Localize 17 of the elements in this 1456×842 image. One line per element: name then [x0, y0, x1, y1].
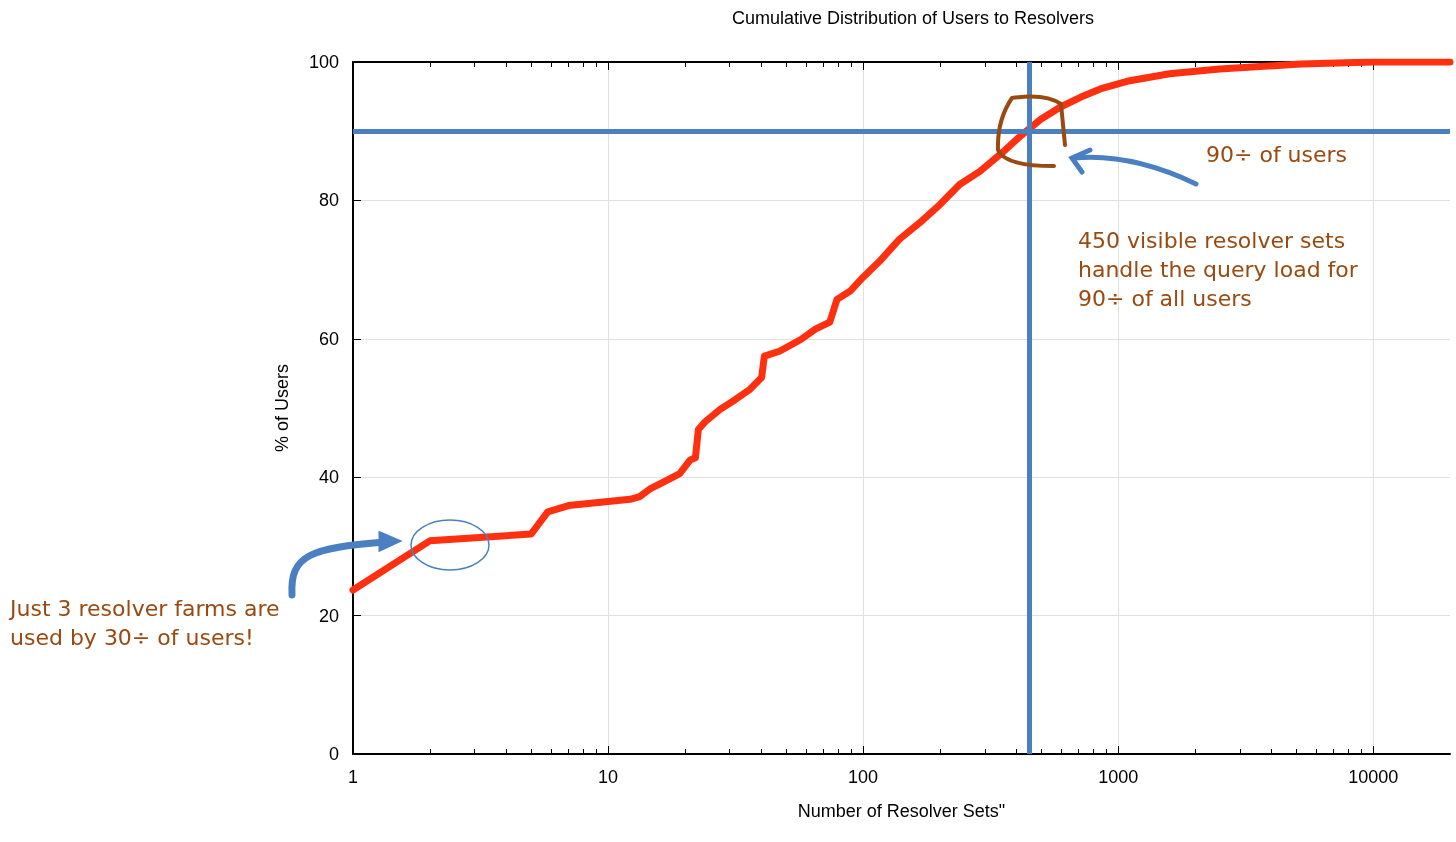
annotation: 90÷ of users [1206, 142, 1348, 167]
y-tick-label: 0 [328, 744, 339, 764]
y-axis-title: % of Users [272, 363, 292, 453]
x-tick-label: 10 [598, 767, 619, 787]
y-tick-label: 60 [318, 328, 339, 349]
annotation: 450 visible resolver sets handle the query load for 90÷ of all users [1078, 228, 1365, 311]
y-tick-label: 20 [318, 605, 339, 626]
text: Just 3 resolver farms are used by 30÷ of users! [8, 596, 287, 650]
y-tick-label: 100 [308, 52, 339, 72]
x-tick-label: 1000 [1098, 767, 1139, 787]
y-tick-label: 40 [318, 467, 339, 488]
x-tick-label: 100 [848, 767, 879, 787]
x-axis-title: Number of Resolver Sets" [797, 801, 1006, 821]
x-tick-label: 1 [347, 767, 359, 787]
chart-title: Cumulative Distribution of Users to Resolvers [731, 8, 1095, 28]
x-tick-label: 10000 [1348, 767, 1399, 787]
y-tick-label: 80 [318, 190, 339, 211]
